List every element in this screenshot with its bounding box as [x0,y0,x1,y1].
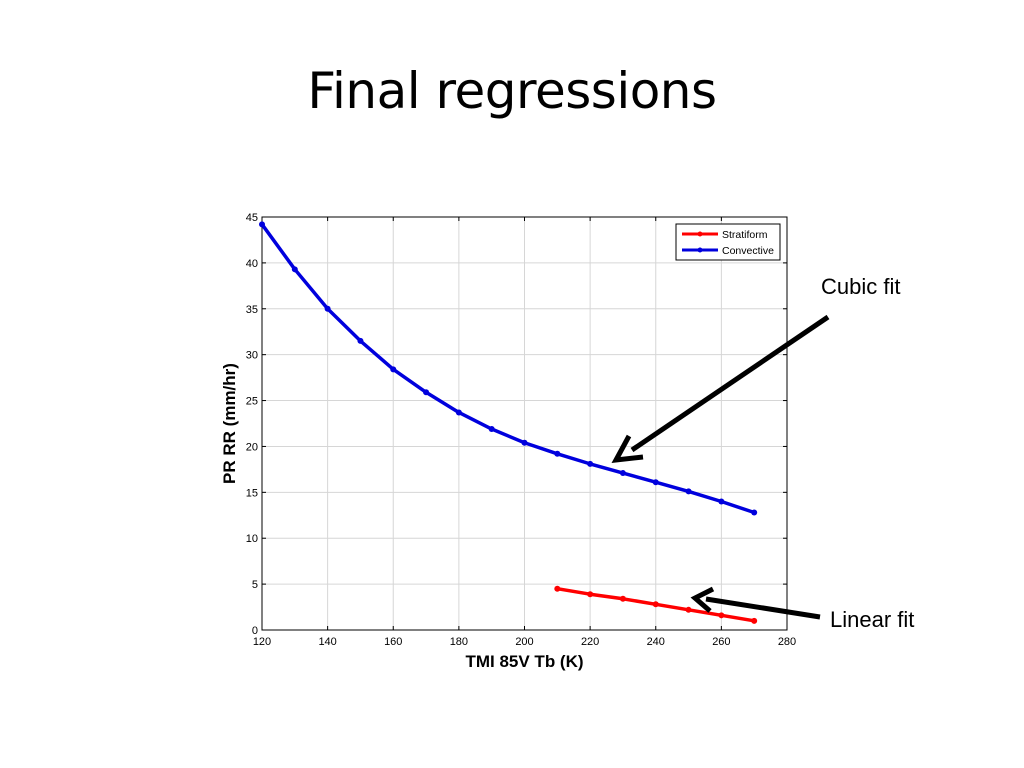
x-tick-label: 180 [450,636,468,648]
y-tick-label: 5 [252,579,258,591]
stratiform-point [587,591,594,598]
convective-point [390,366,397,373]
y-axis-label: PR RR (mm/hr) [220,363,239,484]
x-tick-label: 260 [712,636,730,648]
series-lines [259,221,758,624]
convective-point [488,426,495,433]
convective-point [521,439,528,446]
legend-marker-convective [697,247,703,253]
y-tick-label: 40 [246,258,258,270]
convective-point [685,488,692,495]
legend-box [675,223,781,261]
convective-point [718,498,725,505]
y-tick-label: 20 [246,441,258,453]
convective-point [324,305,331,312]
x-tick-label: 140 [318,636,336,648]
y-tick-label: 10 [246,533,258,545]
legend-marker-stratiform [697,231,703,237]
legend: Stratiform Convective [675,223,781,261]
stratiform-point [619,595,626,602]
x-tick-label: 220 [581,636,599,648]
convective-point [652,479,659,486]
convective-point [357,337,364,344]
x-tick-label: 240 [647,636,665,648]
legend-label-convective: Convective [722,245,774,257]
convective-point [751,509,758,516]
stratiform-point [652,601,659,608]
convective-line [260,223,755,515]
x-axis-label: TMI 85V Tb (K) [465,652,583,671]
y-tick-label: 30 [246,350,258,362]
cubic-fit-arrow [611,314,830,464]
y-tick-label: 25 [246,396,258,408]
stratiform-point [685,606,692,613]
y-tick-label: 15 [246,487,258,499]
y-tick-label: 35 [246,304,258,316]
y-tick-label: 45 [246,212,258,224]
legend-label-stratiform: Stratiform [722,229,768,241]
convective-point [455,409,462,416]
convective-point [587,460,594,467]
cubic-fit-label: Cubic fit [821,274,901,299]
stratiform-point [718,612,725,619]
stratiform-point [751,617,758,624]
convective-point [423,389,430,396]
axis-ticks: 120 140 160 180 200 220 240 260 280 0 5 10 15 20 25 30 3… [246,212,796,648]
stratiform-point [554,585,561,592]
x-tick-label: 120 [253,636,271,648]
convective-point [619,470,626,477]
slide-title: Final regressions [307,62,717,120]
x-tick-label: 280 [778,636,796,648]
convective-point [554,450,561,457]
y-tick-label: 0 [252,625,258,637]
linear-fit-arrow [690,586,821,620]
grid-lines [261,216,788,631]
x-tick-label: 200 [515,636,533,648]
linear-fit-label: Linear fit [830,607,915,632]
x-tick-label: 160 [384,636,402,648]
convective-point [291,266,298,273]
convective-point [259,221,265,228]
